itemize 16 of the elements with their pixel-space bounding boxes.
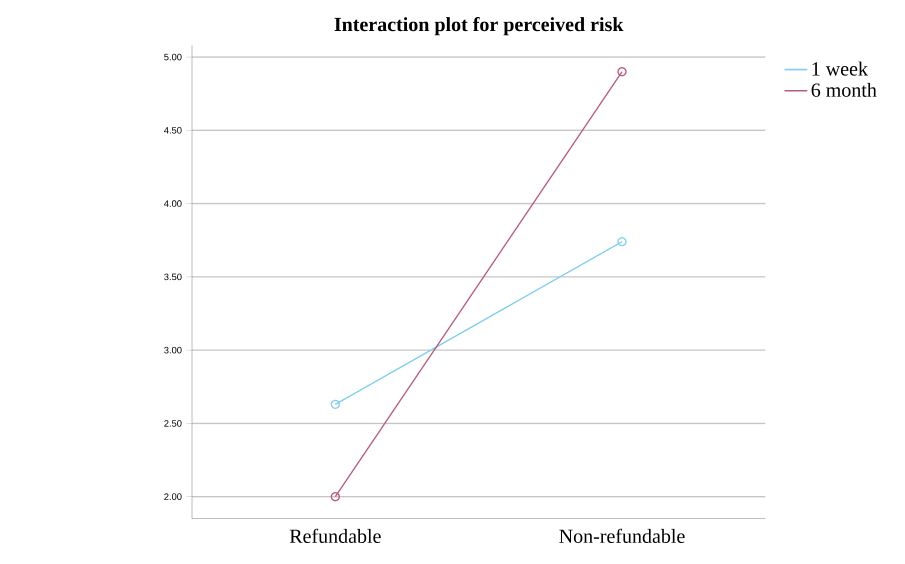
point — [330, 492, 340, 502]
y-tick-label: 2.50 — [164, 420, 182, 427]
y-tick-label: 2.00 — [164, 493, 182, 500]
point — [617, 237, 627, 246]
chart-title: Interaction plot for perceived risk — [334, 16, 624, 36]
y-tick-label: 3.50 — [164, 274, 182, 280]
y-tick-label: 5.00 — [164, 54, 182, 60]
legend-label: 1 week — [812, 62, 868, 76]
point — [330, 400, 340, 410]
y-tick-label: 3.00 — [164, 346, 182, 354]
point — [617, 67, 627, 76]
legend-label: 6 month — [812, 82, 877, 97]
x-tick-label: Refundable — [290, 528, 381, 543]
x-tick-label: Non-refundable — [559, 528, 685, 543]
y-tick-label: 4.00 — [164, 200, 182, 207]
y-tick-label: 4.50 — [164, 127, 182, 134]
